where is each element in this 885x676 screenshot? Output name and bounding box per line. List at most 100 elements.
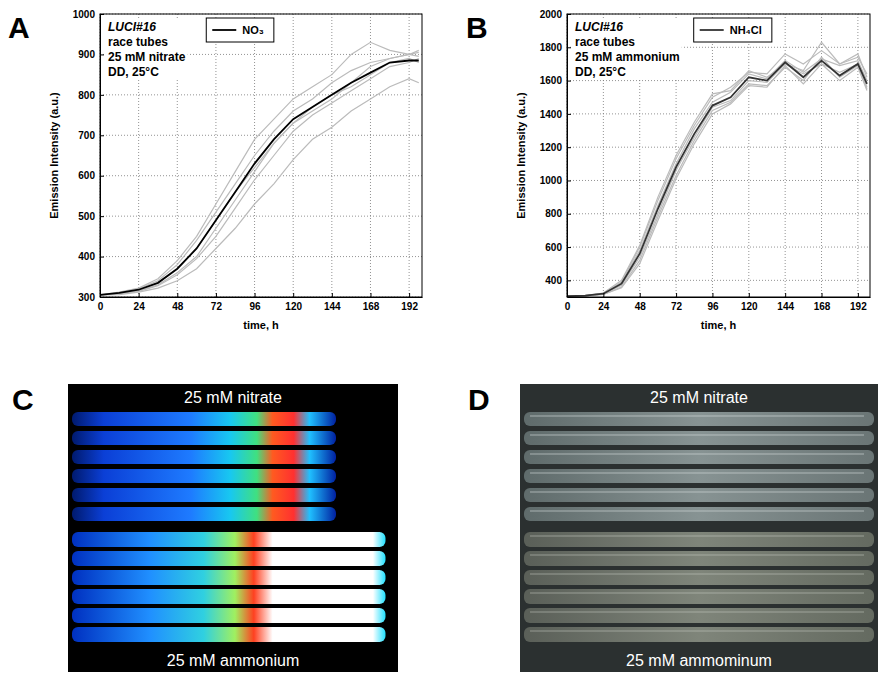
plot-frame (567, 14, 870, 297)
tick-label: 600 (78, 170, 95, 181)
x-tick: 48 (635, 293, 647, 312)
annotation-background (106, 19, 188, 80)
lines (567, 42, 867, 296)
tube (72, 469, 336, 483)
tick-mark (100, 95, 104, 96)
tick-mark (567, 147, 571, 148)
replicate-line (100, 42, 419, 295)
grid (100, 14, 422, 297)
chart-panel: 0244872961201441681924006008001000120014… (515, 9, 871, 331)
x-tick: 168 (814, 293, 831, 312)
tick-mark (640, 293, 641, 297)
x-axis-title: time, h (701, 319, 737, 331)
tube (72, 450, 336, 464)
tick-mark (332, 293, 333, 297)
tick-mark (822, 293, 823, 297)
tick-label: 120 (285, 301, 302, 312)
grid-line (567, 147, 870, 148)
x-tick: 192 (850, 293, 867, 312)
tick-mark (676, 293, 677, 297)
grid-line (100, 94, 422, 95)
image-label: 25 mM nitrate (650, 389, 748, 406)
grid-line (293, 14, 294, 297)
tube (524, 608, 874, 623)
y-tick: 1600 (540, 75, 571, 86)
tick-mark (567, 180, 571, 181)
tick-label: 48 (172, 301, 184, 312)
tick-label: 192 (850, 301, 867, 312)
y-tick: 1800 (540, 42, 571, 53)
x-axis: 024487296120144168192 (98, 293, 423, 312)
tube (72, 570, 386, 585)
replicate-line (567, 51, 867, 297)
grid-line (331, 14, 332, 297)
annotation: LUCI#16 (108, 20, 156, 34)
tube (524, 570, 874, 585)
x-axis: 024487296120144168192 (565, 293, 871, 312)
x-tick: 48 (172, 293, 184, 312)
chart-panel: 0244872961201441681923004005006007008009… (48, 9, 423, 331)
tick-label: 300 (78, 292, 95, 303)
x-tick: 168 (363, 293, 380, 312)
tube (524, 589, 874, 604)
x-tick: 192 (401, 293, 418, 312)
tube (72, 431, 336, 445)
tick-mark (785, 293, 786, 297)
x-tick: 96 (249, 293, 261, 312)
grid-line (712, 14, 713, 297)
y-tick: 1400 (540, 109, 571, 120)
y-tick: 1000 (73, 9, 104, 20)
y-axis: 400600800100012001400160018002000 (540, 9, 571, 298)
y-axis-title: Emission Intensity (a.u.) (48, 92, 60, 219)
panel-letter: D (468, 383, 490, 416)
grid (567, 14, 870, 297)
tick-mark (100, 176, 104, 177)
tube (72, 488, 336, 502)
legend-box (206, 18, 274, 42)
panel-letter: A (8, 11, 30, 44)
tube (524, 412, 874, 426)
grid-line (409, 14, 410, 297)
tube-highlight (530, 631, 864, 632)
tick-mark (858, 293, 859, 297)
tube (524, 532, 874, 547)
tube (72, 507, 336, 521)
lines (100, 42, 419, 295)
tick-label: 800 (78, 90, 95, 101)
annotation: race tubes (575, 35, 635, 49)
tube-highlight (530, 511, 864, 512)
replicate-line (100, 58, 419, 295)
tick-label: 1000 (73, 9, 96, 20)
annotation: LUCI#16 (575, 20, 623, 34)
x-axis-title: time, h (243, 319, 279, 331)
tick-mark (749, 293, 750, 297)
tick-label: 48 (635, 301, 647, 312)
tick-mark (712, 293, 713, 297)
grid-line (748, 14, 749, 297)
tube-highlight (530, 473, 864, 474)
tube (524, 431, 874, 445)
replicate-line (100, 58, 419, 295)
y-axis: 3004005006007008009001000 (73, 9, 104, 303)
replicate-line (100, 54, 419, 295)
x-tick: 24 (134, 293, 146, 312)
tick-mark (567, 214, 571, 215)
grid-line (567, 280, 870, 281)
tube (524, 551, 874, 566)
tick-mark (177, 293, 178, 297)
image-background (68, 384, 398, 672)
tick-mark (293, 293, 294, 297)
tick-mark (567, 47, 571, 48)
tick-label: 144 (777, 301, 794, 312)
annotation: DD, 25°C (108, 65, 159, 79)
legend: NH₄Cl (694, 18, 772, 42)
y-tick: 1000 (540, 175, 571, 186)
image-label: 25 mM ammominum (626, 652, 772, 669)
mean-line (100, 60, 419, 294)
tube (72, 532, 386, 547)
legend-label: NH₄Cl (730, 24, 762, 36)
tick-label: 192 (401, 301, 418, 312)
tick-mark (409, 293, 410, 297)
panel-letter: B (466, 11, 488, 44)
tube-highlight (530, 454, 864, 455)
